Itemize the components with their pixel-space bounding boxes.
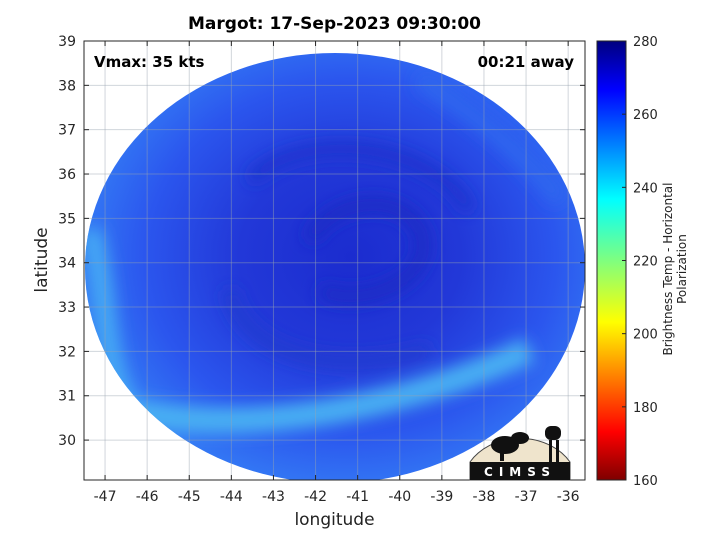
vmax-label: Vmax: 35 kts xyxy=(94,53,205,71)
logo-text: CIMSS xyxy=(484,465,556,479)
time-away-label: 00:21 away xyxy=(477,53,574,71)
x-tick-label: -46 xyxy=(136,489,159,505)
y-tick-label: 34 xyxy=(58,256,76,272)
plot-frame xyxy=(83,40,586,481)
x-tick-label: -40 xyxy=(388,489,411,505)
colorbar-tick-label: 240 xyxy=(633,181,658,196)
y-tick-label: 33 xyxy=(58,300,76,316)
cimss-logo: CIMSS xyxy=(469,426,571,481)
y-tick-label: 30 xyxy=(58,433,76,449)
y-tick-label: 31 xyxy=(58,389,76,405)
x-tick-label: -37 xyxy=(515,489,538,505)
y-tick-label: 37 xyxy=(58,123,76,139)
x-tick-label: -39 xyxy=(430,489,453,505)
colorbar-tick-label: 180 xyxy=(633,401,658,416)
colorbar-tick-label: 200 xyxy=(633,328,658,343)
axes-ticks: -47 -46 -45 -44 -43 -42 -41 -40 -39 -38 -37 -36 30 31… xyxy=(58,34,585,505)
x-tick-label: -47 xyxy=(94,489,117,505)
colorbar-tick-label: 220 xyxy=(633,255,658,270)
colorbar-tick-label: 260 xyxy=(633,108,658,123)
y-tick-label: 36 xyxy=(58,167,76,183)
x-axis-label: longitude xyxy=(294,510,375,530)
colorbar-ticks: 160 180 200 220 240 260 280 xyxy=(622,35,658,489)
x-tick-label: -41 xyxy=(346,489,369,505)
x-tick-label: -36 xyxy=(557,489,580,505)
satellite-swath xyxy=(85,53,585,480)
colorbar-tick-label: 280 xyxy=(633,35,658,50)
y-tick-label: 32 xyxy=(58,344,76,360)
x-tick-label: -45 xyxy=(178,489,201,505)
colorbar-tick-label: 160 xyxy=(633,474,658,489)
x-tick-label: -42 xyxy=(304,489,327,505)
colorbar-label: Brightness Temp - Horizontal Polarizatio… xyxy=(661,182,689,356)
y-tick-label: 39 xyxy=(58,34,76,50)
colorbar xyxy=(596,40,627,481)
x-tick-label: -44 xyxy=(220,489,243,505)
y-tick-label: 35 xyxy=(58,211,76,227)
y-axis-label: latitude xyxy=(32,227,52,293)
x-tick-label: -43 xyxy=(262,489,285,505)
y-tick-label: 38 xyxy=(58,78,76,94)
x-tick-label: -38 xyxy=(473,489,496,505)
chart-title: Margot: 17-Sep-2023 09:30:00 xyxy=(188,14,481,34)
